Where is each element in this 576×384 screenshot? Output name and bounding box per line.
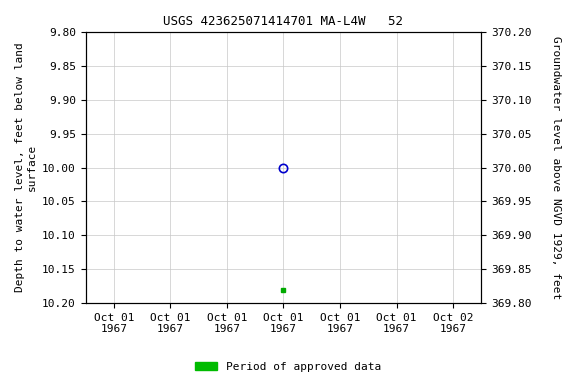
Y-axis label: Groundwater level above NGVD 1929, feet: Groundwater level above NGVD 1929, feet xyxy=(551,36,561,299)
Title: USGS 423625071414701 MA-L4W   52: USGS 423625071414701 MA-L4W 52 xyxy=(164,15,403,28)
Y-axis label: Depth to water level, feet below land
surface: Depth to water level, feet below land su… xyxy=(15,43,37,292)
Legend: Period of approved data: Period of approved data xyxy=(191,358,385,377)
